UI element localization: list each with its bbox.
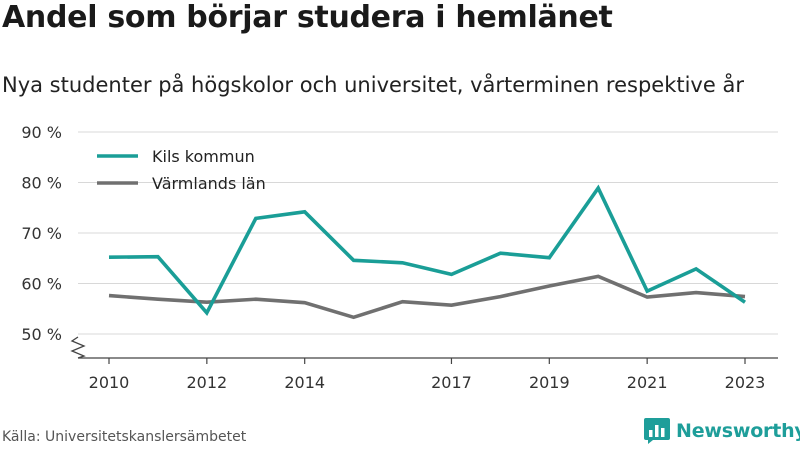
x-tick-label: 2019 xyxy=(529,373,570,392)
x-tick-label: 2012 xyxy=(186,373,227,392)
series-line-kils-kommun xyxy=(108,184,747,316)
y-tick-label: 60 % xyxy=(21,275,62,294)
chart-subtitle: Nya studenter på högskolor och universit… xyxy=(2,73,744,97)
x-tick-label: 2010 xyxy=(89,373,130,392)
y-tick-label: 80 % xyxy=(21,174,62,193)
x-tick-label: 2014 xyxy=(284,373,325,392)
y-tick-label: 50 % xyxy=(21,325,62,344)
source-note: Källa: Universitetskanslersämbetet xyxy=(2,429,247,445)
legend-label: Kils kommun xyxy=(152,147,255,166)
bar-chart-logo-icon xyxy=(644,418,670,444)
axis-break-icon xyxy=(70,336,86,359)
chart-title: Andel som börjar studera i hemlänet xyxy=(2,0,613,35)
legend-label: Värmlands län xyxy=(152,174,266,193)
y-tick-label: 90 % xyxy=(21,123,62,142)
x-tick-label: 2021 xyxy=(627,373,668,392)
y-tick-label: 70 % xyxy=(21,224,62,243)
x-tick-label: 2023 xyxy=(725,373,766,392)
brand-logo: Newsworthy xyxy=(644,418,800,444)
brand-name: Newsworthy xyxy=(676,420,800,442)
x-tick-label: 2017 xyxy=(431,373,472,392)
series-line-varmlands-lan xyxy=(108,274,746,320)
